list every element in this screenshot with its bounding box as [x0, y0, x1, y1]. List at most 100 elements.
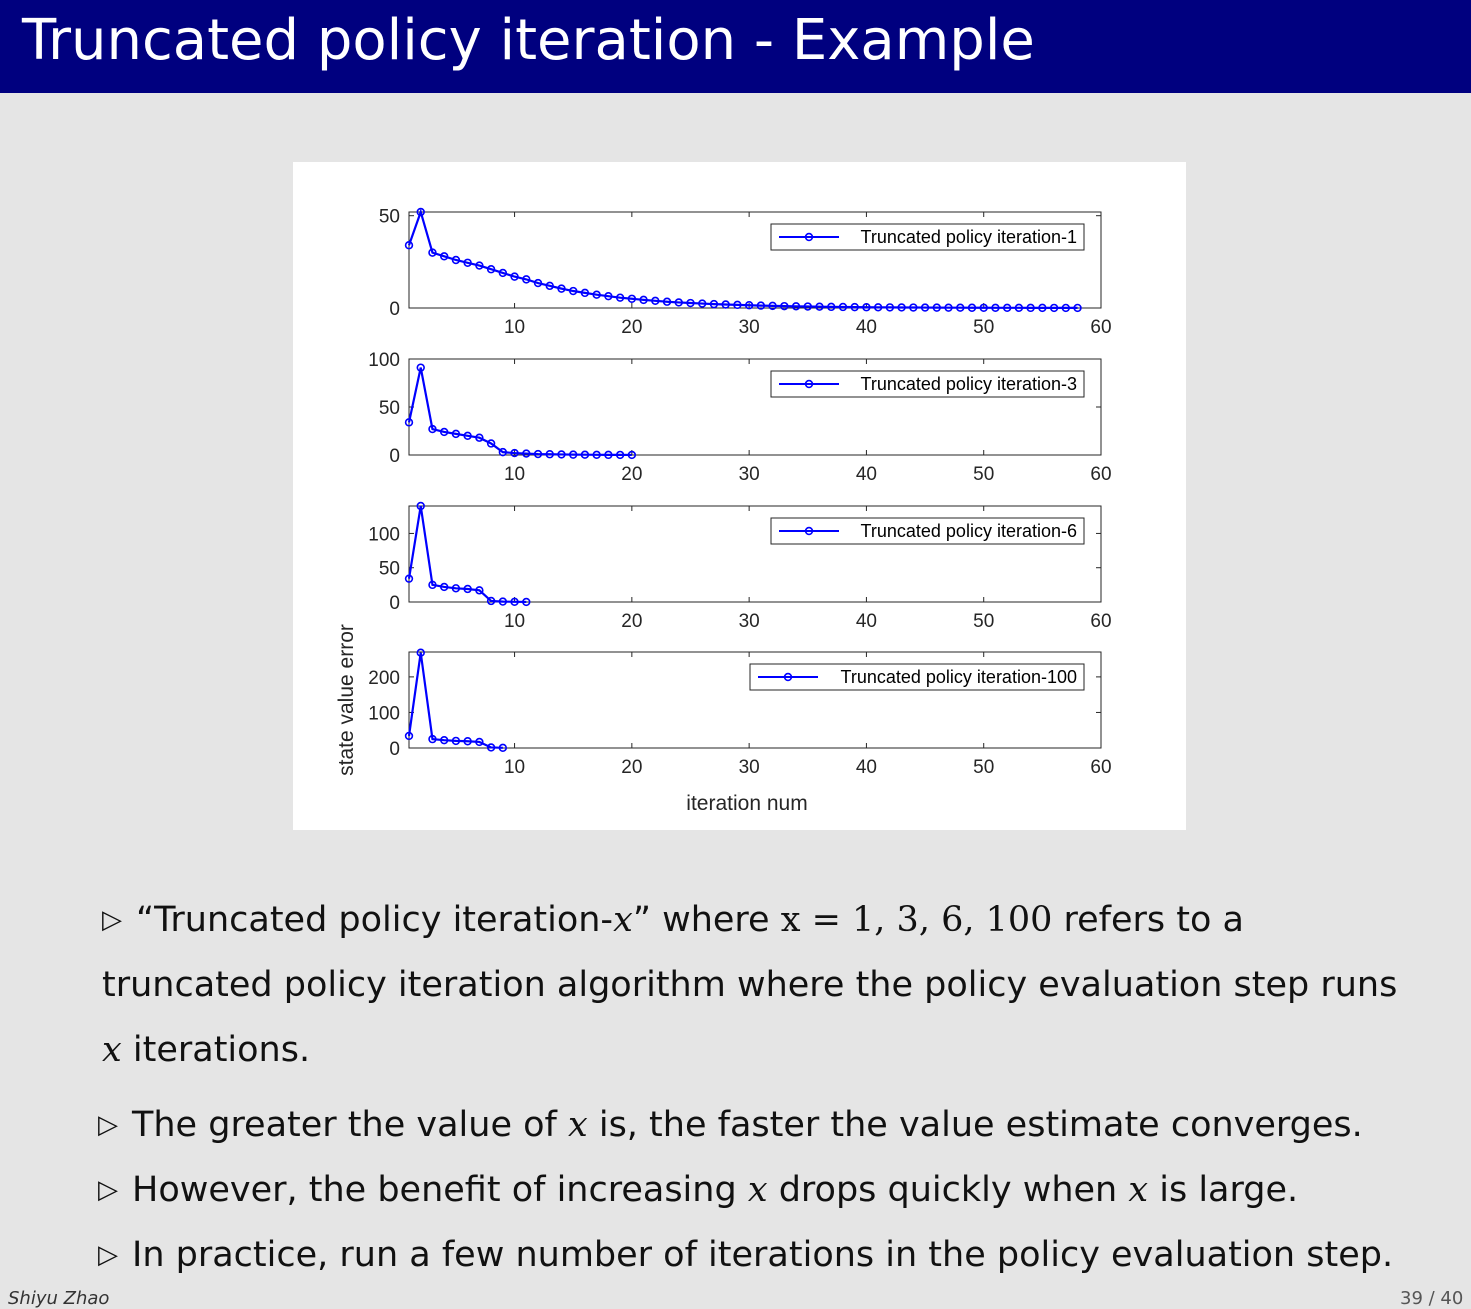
data-point — [920, 303, 930, 312]
x-axis-label: iteration num — [686, 792, 807, 815]
legend-label: Truncated policy iteration-6 — [861, 521, 1077, 541]
bullet-text: “Truncated policy iteration- — [136, 900, 614, 940]
data-point — [451, 429, 461, 439]
data-point — [1014, 303, 1024, 313]
data-point — [545, 281, 554, 291]
legend-marker — [804, 379, 814, 389]
legend-marker — [804, 232, 814, 242]
data-point — [451, 584, 461, 593]
triangle-bullet-icon: ▷ — [98, 1110, 118, 1140]
data-point — [522, 275, 531, 284]
data-point — [404, 574, 414, 583]
x-tick-label: 20 — [621, 611, 642, 632]
x-tick-label: 50 — [973, 464, 994, 485]
data-point — [428, 424, 437, 434]
data-point — [862, 303, 871, 312]
x-tick-label: 20 — [621, 464, 642, 485]
series-line-2 — [407, 367, 632, 457]
data-point — [428, 734, 437, 744]
data-point — [733, 300, 742, 310]
data-point — [873, 303, 883, 312]
x-tick-label: 40 — [856, 464, 877, 485]
data-point — [557, 450, 566, 459]
bullet-1-line-1: ▷ “Truncated policy iteration-x” where x … — [102, 898, 1244, 942]
x-tick-label: 60 — [1090, 464, 1111, 485]
data-point — [592, 290, 601, 299]
data-point — [615, 293, 625, 302]
x-tick-label: 50 — [973, 317, 994, 338]
data-point — [510, 272, 519, 281]
data-point — [475, 433, 484, 442]
triangle-bullet-icon: ▷ — [102, 905, 122, 935]
data-point — [557, 284, 566, 293]
y-tick-label: 50 — [379, 207, 400, 228]
bullet-text: However, the benefit of increasing — [132, 1170, 748, 1210]
data-point — [838, 302, 848, 312]
data-point — [416, 363, 425, 372]
math-var: x — [747, 1170, 768, 1210]
y-tick-label: 50 — [379, 559, 400, 580]
data-point — [510, 597, 519, 606]
data-point — [439, 427, 449, 437]
triangle-bullet-icon: ▷ — [98, 1175, 118, 1205]
data-point — [580, 450, 590, 459]
data-point — [451, 736, 461, 746]
x-tick-label: 10 — [504, 464, 525, 485]
y-tick-label: 0 — [389, 446, 400, 467]
math-var: x — [567, 1105, 588, 1145]
data-point — [439, 735, 449, 745]
data-point — [439, 252, 449, 261]
legend-label: Truncated policy iteration-1 — [861, 227, 1077, 247]
data-point — [604, 291, 613, 301]
data-point — [522, 449, 531, 458]
data-point — [580, 288, 590, 298]
data-point — [651, 296, 660, 306]
data-point — [674, 298, 683, 307]
x-tick-label: 30 — [739, 611, 760, 632]
data-point — [780, 301, 789, 311]
data-point — [439, 582, 449, 592]
triangle-bullet-icon: ▷ — [98, 1240, 118, 1270]
data-point — [463, 431, 472, 440]
y-tick-label: 0 — [389, 299, 400, 320]
data-point — [662, 297, 672, 306]
bullet-text: iterations. — [121, 1030, 311, 1070]
math-var: x — [102, 1030, 122, 1070]
data-point — [604, 450, 613, 460]
x-tick-label: 50 — [973, 611, 994, 632]
slide-title: Truncated policy iteration - Example — [22, 8, 1035, 73]
data-point — [932, 303, 941, 312]
data-point — [569, 286, 578, 296]
data-point — [486, 265, 496, 274]
series-line-4 — [407, 652, 503, 749]
data-point — [416, 648, 425, 657]
chart-svg: 10 20 30 40 50 60 0 50 Truncated policy iteratio… — [335, 207, 1112, 815]
legend-label: Truncated policy iteration-100 — [841, 667, 1077, 687]
x-tick-label: 20 — [621, 757, 642, 778]
data-point — [475, 586, 484, 595]
data-point — [944, 303, 953, 312]
data-point — [967, 303, 977, 312]
legend-label: Truncated policy iteration-3 — [861, 374, 1077, 394]
page-number: 39 / 40 — [1400, 1288, 1464, 1309]
bullet-text: is, the faster the value estimate conver… — [587, 1105, 1363, 1145]
y-tick-label: 0 — [389, 593, 400, 614]
x-tick-label: 60 — [1090, 317, 1111, 338]
bullet-text: The greater the value of — [132, 1105, 568, 1145]
legend-marker — [783, 672, 793, 682]
data-point — [768, 301, 777, 311]
data-point — [498, 268, 508, 278]
legend-marker — [804, 526, 814, 536]
data-point — [991, 303, 1000, 312]
data-point — [627, 294, 637, 303]
data-point — [639, 295, 648, 305]
title-bar: Truncated policy iteration - Example — [0, 0, 1471, 93]
data-point — [463, 258, 472, 267]
data-point — [1038, 303, 1047, 313]
chart-figure: 10 20 30 40 50 60 0 50 Truncated policy iteratio… — [293, 162, 1186, 830]
bullet-text: is large. — [1148, 1170, 1299, 1210]
data-point — [498, 447, 508, 457]
x-tick-label: 20 — [621, 317, 642, 338]
bullet-text: In practice, run a few number of iterati… — [132, 1235, 1394, 1275]
data-point — [744, 301, 754, 310]
